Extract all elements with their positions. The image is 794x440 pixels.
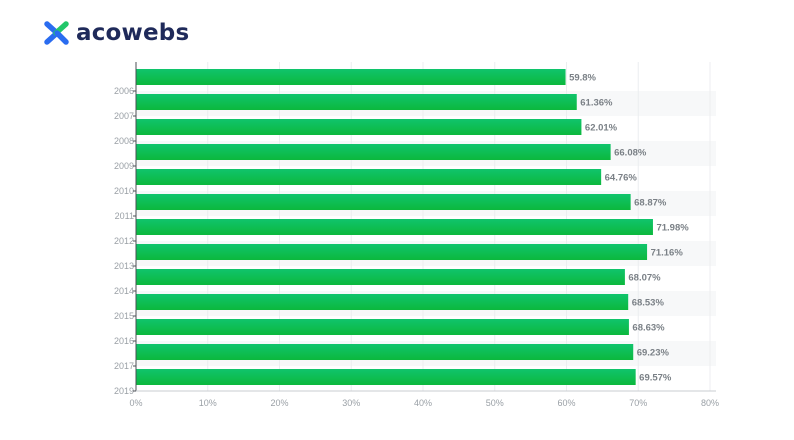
chart-value-labels: 59.8% 61.36% 62.01% 66.08% 64.76% 68.87% 71.98… [569,73,689,384]
y-tick-2006: 2006 [114,86,134,96]
y-tick-2008: 2008 [114,136,134,146]
y-tick-2010: 2010 [114,186,134,196]
value-label-2007: 61.36% [580,98,613,109]
value-label-2006: 59.8% [569,73,596,84]
value-label-2015: 68.53% [632,298,665,309]
y-tick-2019: 2019 [114,386,134,396]
bar-2016 [136,319,629,335]
y-tick-2015: 2015 [114,311,134,321]
value-label-2008: 62.01% [585,123,618,134]
y-tick-2011: 2011 [115,211,134,221]
y-tick-2012: 2012 [114,236,134,246]
y-tick-2016: 2016 [114,336,134,346]
x-tick-50: 50% [486,398,504,408]
bar-2008 [136,119,582,135]
value-label-2016: 68.63% [632,323,665,334]
x-tick-0: 0% [129,398,142,408]
bar-2012 [136,219,653,235]
bar-2011 [136,194,631,210]
y-tick-2007: 2007 [114,111,134,121]
value-label-2017: 69.23% [637,348,670,359]
x-tick-40: 40% [414,398,432,408]
value-label-2013: 71.16% [651,248,684,259]
bar-2019 [136,369,636,385]
bar-2013 [136,244,648,260]
y-tick-2014: 2014 [114,286,134,296]
x-tick-60: 60% [557,398,575,408]
value-label-2014: 68.07% [628,273,661,284]
value-label-2010: 64.76% [605,173,638,184]
value-label-2009: 66.08% [614,148,647,159]
x-tick-30: 30% [342,398,360,408]
chart-y-ticks: 2006 2007 2008 2009 2010 2011 2012 2013 2014 2015… [114,86,136,396]
bar-2007 [136,94,577,110]
value-label-2011: 68.87% [634,198,667,209]
value-label-2012: 71.98% [656,223,689,234]
x-tick-80: 80% [701,398,719,408]
bar-2010 [136,169,602,185]
x-tick-70: 70% [629,398,647,408]
bar-2009 [136,144,611,160]
brand-logo: acowebs [44,20,189,46]
y-tick-2009: 2009 [114,161,134,171]
x-tick-10: 10% [199,398,217,408]
y-tick-2013: 2013 [114,261,134,271]
value-label-2019: 69.57% [639,373,672,384]
chart-x-ticks: 0% 10% 20% 30% 40% 50% 60% 70% 80% [129,398,719,408]
bar-2006 [136,69,566,85]
x-tick-20: 20% [270,398,288,408]
acowebs-logo-icon [44,21,69,45]
bar-2015 [136,294,629,310]
bar-2017 [136,344,634,360]
chart-bars [136,69,653,385]
brand-name: acowebs [76,20,190,46]
bar-2014 [136,269,625,285]
y-tick-2017: 2017 [114,361,134,371]
